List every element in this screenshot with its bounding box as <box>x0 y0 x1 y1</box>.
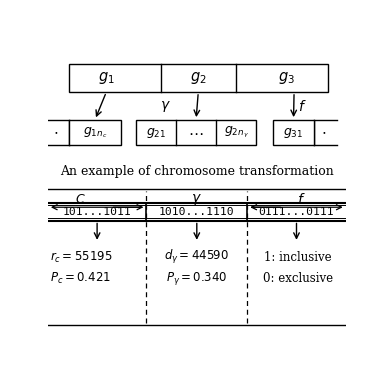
Text: 0111...0111: 0111...0111 <box>259 207 334 217</box>
Text: An example of chromosome transformation: An example of chromosome transformation <box>60 165 334 178</box>
Text: $g_{2n_\gamma}$: $g_{2n_\gamma}$ <box>224 125 249 140</box>
Bar <box>273 120 314 145</box>
Bar <box>136 120 257 145</box>
Bar <box>69 64 328 92</box>
Text: $g_3$: $g_3$ <box>278 70 295 86</box>
Text: $\gamma$: $\gamma$ <box>160 99 171 114</box>
Text: $f$: $f$ <box>298 99 307 114</box>
Text: $g_{1n_c}$: $g_{1n_c}$ <box>83 125 107 140</box>
Text: $\cdot$: $\cdot$ <box>53 126 58 139</box>
Text: $f$: $f$ <box>296 192 305 207</box>
Text: $\cdots$: $\cdots$ <box>188 126 204 139</box>
Text: $g_1$: $g_1$ <box>98 70 114 86</box>
Text: $P_\gamma = 0.340$: $P_\gamma = 0.340$ <box>166 270 228 287</box>
Text: $g_{31}$: $g_{31}$ <box>283 126 304 139</box>
Bar <box>69 120 121 145</box>
Text: $P_c = 0.421$: $P_c = 0.421$ <box>50 271 111 286</box>
Text: 101...1011: 101...1011 <box>63 207 131 217</box>
Text: $d_\gamma = 44590$: $d_\gamma = 44590$ <box>164 248 229 266</box>
Text: 1010...1110: 1010...1110 <box>159 207 235 217</box>
Text: $r_c = 55195$: $r_c = 55195$ <box>50 250 112 265</box>
Text: 1: inclusive: 1: inclusive <box>264 251 332 264</box>
Text: $g_2$: $g_2$ <box>190 70 207 86</box>
Text: $C$: $C$ <box>75 193 86 206</box>
Text: $g_{21}$: $g_{21}$ <box>146 126 166 139</box>
Text: $\cdot$: $\cdot$ <box>321 126 326 139</box>
Text: 0: exclusive: 0: exclusive <box>263 272 333 285</box>
Text: $\gamma$: $\gamma$ <box>191 192 202 207</box>
